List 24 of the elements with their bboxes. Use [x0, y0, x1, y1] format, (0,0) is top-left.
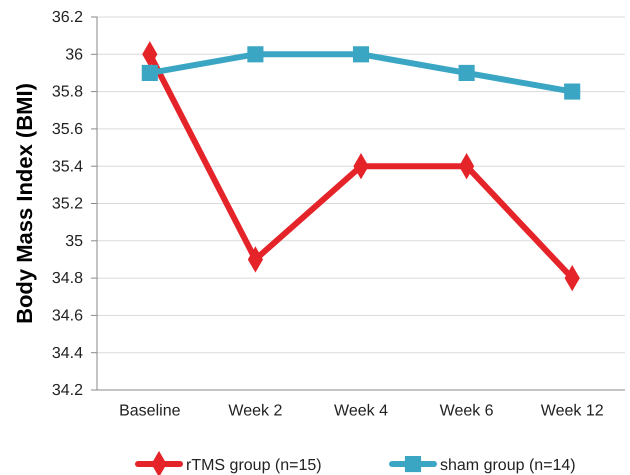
- x-tick-label: Week 4: [334, 402, 388, 420]
- point: [458, 64, 475, 82]
- y-tick-label: 34.2: [52, 382, 84, 400]
- y-axis-title: Body Mass Index (BMI): [12, 83, 37, 324]
- legend-label: rTMS group (n=15): [186, 457, 322, 474]
- x-tick-label: Week 6: [440, 402, 494, 420]
- y-tick-label: 35.4: [52, 158, 84, 176]
- legend-label: sham group (n=14): [440, 457, 576, 474]
- y-tick-label: 34.6: [52, 308, 84, 325]
- y-tick-label: 35.6: [52, 121, 84, 138]
- y-tick-label: 35.2: [52, 196, 84, 213]
- y-tick-label: 36.2: [52, 9, 84, 26]
- point: [352, 46, 370, 62]
- y-tick-label: 36: [65, 46, 84, 64]
- x-tick-label: Week 12: [540, 402, 604, 420]
- y-tick-label: 34.4: [52, 344, 84, 362]
- point: [142, 64, 158, 82]
- y-tick-label: 35.8: [52, 84, 84, 101]
- x-tick-label: Week 2: [228, 402, 282, 420]
- point: [564, 84, 580, 100]
- y-tick-label: 35: [65, 232, 84, 250]
- y-tick-label: 34.8: [52, 270, 84, 288]
- x-tick-label: Baseline: [119, 402, 181, 420]
- point: [247, 46, 264, 62]
